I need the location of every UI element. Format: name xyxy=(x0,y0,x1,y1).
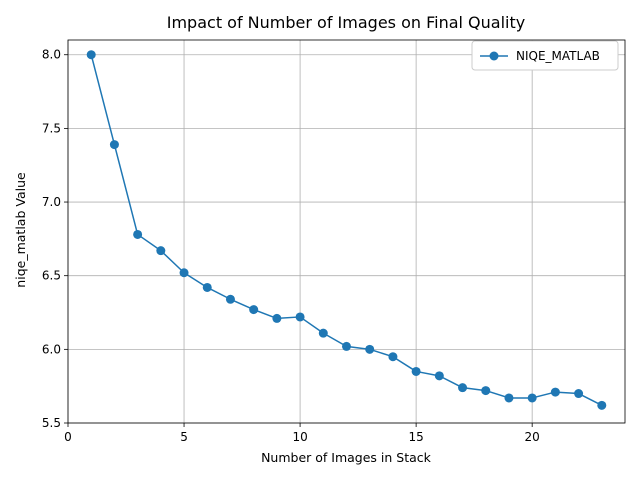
data-point xyxy=(179,268,189,278)
data-point xyxy=(411,366,421,376)
y-tick-label: 6.0 xyxy=(42,342,61,356)
data-point xyxy=(156,246,166,256)
x-tick-label: 0 xyxy=(64,430,72,444)
x-tick-label: 10 xyxy=(292,430,307,444)
plot-frame xyxy=(67,39,626,424)
x-axis-label: Number of Images in Stack xyxy=(261,450,432,465)
legend: NIQE_MATLAB xyxy=(471,40,619,71)
data-point xyxy=(574,389,584,399)
data-point xyxy=(295,312,305,322)
data-point xyxy=(272,313,282,323)
y-tick-label: 8.0 xyxy=(42,48,61,62)
data-point xyxy=(365,344,375,354)
legend-entry-label: NIQE_MATLAB xyxy=(516,49,600,63)
y-tick-label: 5.5 xyxy=(42,416,61,430)
series-layer xyxy=(86,50,607,410)
data-point xyxy=(504,393,514,403)
data-point xyxy=(249,305,259,315)
x-tick-label: 5 xyxy=(180,430,188,444)
data-point xyxy=(342,341,351,351)
data-point xyxy=(481,386,491,396)
data-point xyxy=(202,282,212,292)
data-point xyxy=(225,294,235,304)
data-point xyxy=(86,50,96,60)
x-tick-label: 15 xyxy=(408,430,423,444)
x-axis-ticks: 0 5 10 15 20 xyxy=(64,423,540,444)
legend-box xyxy=(471,40,619,71)
y-tick-label: 7.5 xyxy=(42,121,61,135)
data-point xyxy=(527,393,537,403)
data-point xyxy=(434,371,444,381)
data-point xyxy=(597,400,607,410)
data-point xyxy=(133,229,143,239)
y-tick-label: 6.5 xyxy=(42,269,61,283)
data-point xyxy=(388,352,398,362)
data-point xyxy=(318,328,328,338)
y-tick-label: 7.0 xyxy=(42,195,61,209)
chart-title: Impact of Number of Images on Final Qual… xyxy=(167,13,525,32)
data-point xyxy=(109,140,119,150)
y-axis-label: niqe_matlab Value xyxy=(13,172,28,288)
data-point xyxy=(550,387,560,397)
data-point xyxy=(458,383,468,393)
legend-marker-swatch xyxy=(489,51,499,61)
y-axis-ticks: 5.5 6.0 6.5 7.0 7.5 8.0 xyxy=(42,48,68,430)
x-tick-label: 20 xyxy=(525,430,540,444)
